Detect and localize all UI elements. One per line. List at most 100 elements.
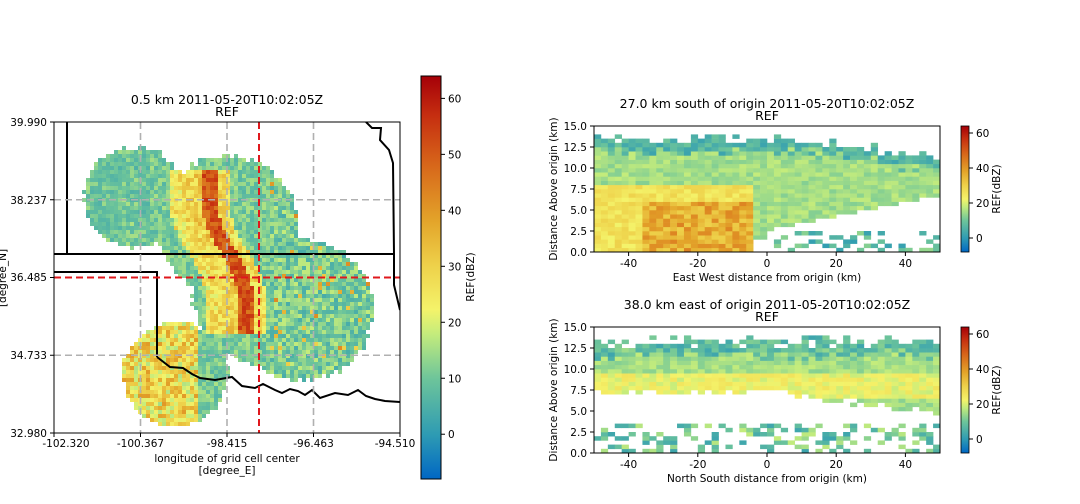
reflectivity-cell: [306, 306, 310, 310]
reflectivity-cell: [350, 310, 354, 314]
reflectivity-cell: [230, 310, 234, 314]
section-cell: [711, 163, 719, 169]
section-cell: [690, 147, 699, 152]
reflectivity-cell: [262, 258, 266, 262]
reflectivity-cell: [102, 182, 106, 186]
section-cell: [767, 197, 775, 202]
section-cell: [760, 189, 768, 194]
section-cell: [801, 360, 809, 366]
reflectivity-cell: [322, 262, 326, 266]
reflectivity-cell: [342, 274, 346, 278]
reflectivity-cell: [274, 342, 278, 346]
reflectivity-cell: [170, 186, 174, 190]
reflectivity-cell: [210, 386, 214, 390]
section-cell: [746, 231, 754, 236]
reflectivity-cell: [302, 274, 306, 278]
section-cell: [628, 214, 636, 219]
reflectivity-cell: [174, 186, 178, 190]
section-cell: [808, 218, 816, 223]
section-cell: [635, 180, 643, 186]
reflectivity-cell: [226, 330, 230, 334]
ns-colorbar-label: REF(dBZ): [991, 365, 1003, 414]
reflectivity-cell: [306, 326, 310, 330]
reflectivity-cell: [102, 218, 106, 222]
section-cell: [704, 197, 712, 202]
reflectivity-cell: [110, 178, 114, 182]
reflectivity-cell: [150, 226, 154, 230]
reflectivity-cell: [226, 218, 230, 222]
reflectivity-cell: [178, 382, 182, 386]
section-cell: [760, 214, 768, 219]
reflectivity-cell: [298, 302, 302, 306]
section-cell: [829, 176, 837, 181]
reflectivity-cell: [314, 338, 318, 342]
reflectivity-cell: [286, 206, 290, 210]
reflectivity-cell: [214, 238, 218, 242]
reflectivity-cell: [262, 222, 266, 226]
ew-axes: -40 -20 0 20 400.02.55.07.510.012.515.0: [564, 121, 912, 270]
section-cell: [600, 159, 609, 165]
section-cell: [773, 339, 782, 345]
section-cell: [663, 373, 671, 378]
section-cell: [787, 385, 795, 391]
reflectivity-cell: [202, 166, 206, 170]
reflectivity-cell: [194, 190, 198, 194]
reflectivity-cell: [242, 226, 246, 230]
reflectivity-cell: [238, 182, 242, 186]
section-cell: [822, 214, 830, 219]
section-cell: [760, 205, 768, 211]
section-cell: [697, 201, 706, 207]
reflectivity-cell: [234, 338, 238, 342]
reflectivity-cell: [250, 242, 254, 246]
section-cell: [690, 180, 699, 186]
reflectivity-cell: [262, 302, 266, 306]
section-cell: [739, 339, 747, 345]
reflectivity-cell: [122, 366, 126, 370]
reflectivity-cell: [122, 194, 126, 198]
reflectivity-cell: [90, 214, 94, 218]
section-cell: [656, 193, 664, 198]
reflectivity-cell: [178, 270, 182, 274]
section-cell: [926, 398, 934, 403]
section-cell: [663, 364, 671, 370]
reflectivity-cell: [206, 286, 210, 290]
reflectivity-cell: [222, 238, 226, 242]
reflectivity-cell: [274, 358, 278, 362]
section-cell: [739, 184, 747, 190]
section-cell: [794, 168, 802, 173]
reflectivity-cell: [266, 290, 270, 294]
reflectivity-cell: [206, 270, 210, 274]
reflectivity-cell: [282, 302, 286, 306]
section-cell: [690, 247, 699, 252]
section-cell: [670, 360, 678, 366]
reflectivity-cell: [186, 342, 190, 346]
section-cell: [780, 168, 789, 173]
reflectivity-cell: [266, 362, 270, 366]
reflectivity-cell: [214, 162, 218, 166]
reflectivity-cell: [254, 286, 258, 290]
reflectivity-cell: [146, 366, 150, 370]
reflectivity-cell: [150, 222, 154, 226]
reflectivity-cell: [314, 374, 318, 378]
reflectivity-cell: [298, 242, 302, 246]
section-cell: [926, 436, 934, 441]
section-cell: [767, 377, 775, 382]
section-cell: [815, 189, 823, 194]
reflectivity-cell: [182, 414, 186, 418]
reflectivity-cell: [298, 282, 302, 286]
section-cell: [642, 247, 650, 252]
reflectivity-cell: [286, 262, 290, 266]
reflectivity-cell: [310, 278, 314, 282]
section-cell: [808, 348, 816, 353]
section-cell: [877, 394, 885, 399]
section-cell: [677, 356, 685, 361]
section-cell: [656, 373, 664, 378]
reflectivity-cell: [270, 178, 274, 182]
reflectivity-cell: [278, 362, 282, 366]
reflectivity-cell: [266, 238, 270, 242]
reflectivity-cell: [330, 246, 334, 250]
reflectivity-cell: [198, 182, 202, 186]
section-cell: [877, 381, 885, 387]
reflectivity-cell: [270, 362, 274, 366]
section-cell: [739, 151, 747, 156]
